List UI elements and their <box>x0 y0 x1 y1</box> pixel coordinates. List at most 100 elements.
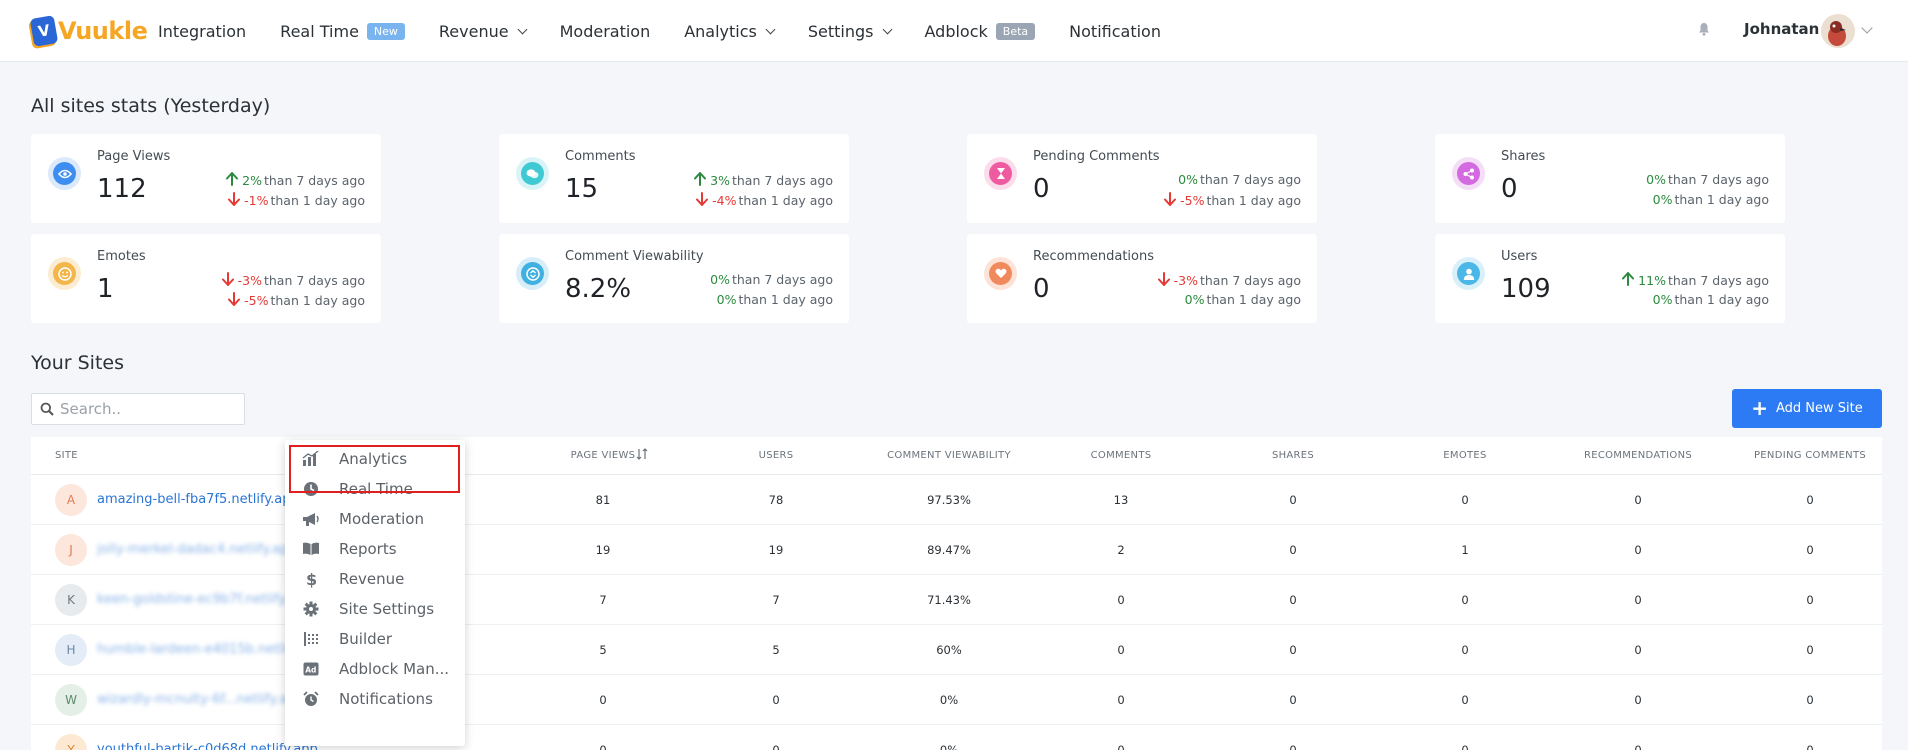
site-search[interactable] <box>31 393 245 425</box>
cell-pending: 0 <box>1806 493 1814 507</box>
menu-item-analytics[interactable]: Analytics <box>285 444 465 474</box>
menu-item-builder[interactable]: Builder <box>285 624 465 654</box>
cell-comments: 0 <box>1117 693 1125 707</box>
nav-item-adblock[interactable]: Adblock Beta <box>925 22 1036 41</box>
search-icon <box>40 402 54 416</box>
column-header-comments[interactable]: COMMENTS <box>1090 450 1152 461</box>
cell-emotes: 1 <box>1461 543 1469 557</box>
cell-comments: 13 <box>1113 493 1129 507</box>
user-menu-chevron-icon[interactable] <box>1861 22 1873 34</box>
cell-viewability: 0% <box>939 693 959 707</box>
cell-shares: 0 <box>1289 743 1297 750</box>
menu-item-site-settings[interactable]: Site Settings <box>285 594 465 624</box>
site-name-link[interactable]: humble-lardeen-e4015b.netlify.app <box>97 642 326 657</box>
trend-percent: -3% <box>237 273 262 288</box>
nav-item-real-time[interactable]: Real Time New <box>280 22 405 41</box>
site-name-link[interactable]: keen-goldstine-ec9b7f.netlify.app <box>97 592 313 607</box>
cell-page-views: 0 <box>599 693 607 707</box>
site-name-link[interactable]: amazing-bell-fba7f5.netlify.app <box>97 492 299 507</box>
column-header-recommendations[interactable]: RECOMMENDATIONS <box>1583 450 1693 461</box>
menu-item-revenue[interactable]: $ Revenue <box>285 564 465 594</box>
column-header-users[interactable]: USERS <box>758 450 794 461</box>
stat-trend: 3% than 7 days ago <box>694 172 833 189</box>
user-avatar[interactable] <box>1821 14 1855 48</box>
dollar-icon: $ <box>302 570 320 588</box>
trend-percent: 0% <box>1652 192 1673 207</box>
sites-title: Your Sites <box>31 352 124 374</box>
trend-text: than 1 day ago <box>738 292 833 307</box>
cell-recommendations: 0 <box>1634 543 1642 557</box>
trend-text: than 1 day ago <box>270 293 365 308</box>
cell-viewability: 60% <box>936 643 962 657</box>
column-header-shares[interactable]: SHARES <box>1271 450 1315 461</box>
arrow-down-icon <box>1157 272 1170 289</box>
nav-item-notification[interactable]: Notification <box>1069 22 1161 41</box>
site-name-link[interactable]: wizardly-mcnulty-6f...netlify.app <box>97 692 304 707</box>
nav-label: Settings <box>807 21 874 41</box>
trend-percent: 0% <box>1652 292 1673 307</box>
stat-card-emotes: Emotes 1 -3% than 7 days ago -5% than 1 day a… <box>31 234 381 323</box>
cell-comments: 2 <box>1117 543 1125 557</box>
menu-item-label: Site Settings <box>339 600 435 618</box>
nav-badge: New <box>366 22 405 40</box>
site-name-link[interactable]: jolly-merkel-dadac4.netlify.app <box>97 542 297 557</box>
cell-pending: 0 <box>1806 743 1814 750</box>
stat-value: 1 <box>97 274 114 304</box>
nav-badge: Beta <box>995 22 1036 40</box>
arrow-down-icon <box>221 272 234 289</box>
sort-icon[interactable] <box>636 448 648 463</box>
cell-shares: 0 <box>1289 643 1297 657</box>
column-header-comment-viewability[interactable]: COMMENT VIEWABILITY <box>887 450 1011 461</box>
cell-pending: 0 <box>1806 643 1814 657</box>
site-name-link[interactable]: youthful-bartik-c0d68d.netlify.app <box>97 742 318 750</box>
stat-card-comments: Comments 15 3% than 7 days ago -4% than 1 day… <box>499 134 849 223</box>
chevron-down-icon <box>765 24 776 34</box>
user-icon <box>1452 257 1485 290</box>
site-avatar: K <box>55 584 87 616</box>
trend-text: than 1 day ago <box>738 193 833 208</box>
stat-trend: 0% than 1 day ago <box>713 292 833 307</box>
column-header-site[interactable]: SITE <box>55 450 78 461</box>
table-header: SITE PAGE VIEWS USERS COMMENT VIEWABILITY CO… <box>31 437 1882 475</box>
nav-item-settings[interactable]: Settings <box>807 21 892 41</box>
hourglass-icon <box>984 157 1017 190</box>
search-input[interactable] <box>60 400 230 418</box>
add-new-site-button[interactable]: + Add New Site <box>1732 389 1882 428</box>
arrow-up-icon <box>1622 272 1635 289</box>
cell-users: 78 <box>768 493 784 507</box>
bell-icon[interactable] <box>1698 22 1710 36</box>
menu-item-reports[interactable]: Reports <box>285 534 465 564</box>
menu-item-adblock-man[interactable]: Ad Adblock Man... <box>285 654 465 684</box>
cell-users: 5 <box>772 643 780 657</box>
stat-label: Comment Viewability <box>565 249 704 264</box>
nav-label: Notification <box>1069 21 1161 41</box>
menu-item-moderation[interactable]: Moderation <box>285 504 465 534</box>
column-header-emotes[interactable]: EMOTES <box>1443 450 1487 461</box>
trend-text: than 1 day ago <box>270 193 365 208</box>
trend-text: than 7 days ago <box>1199 273 1301 288</box>
column-header-page-views[interactable]: PAGE VIEWS <box>570 450 636 461</box>
trend-percent: 0% <box>1184 292 1205 307</box>
nav-item-moderation[interactable]: Moderation <box>560 22 651 41</box>
nav-item-analytics[interactable]: Analytics <box>684 22 776 41</box>
user-name[interactable]: Johnatan <box>1744 20 1820 38</box>
stat-trend: -4% than 1 day ago <box>696 192 833 209</box>
cell-viewability: 89.47% <box>927 543 971 557</box>
vuukle-logo[interactable]: V Vuukle <box>29 13 148 49</box>
column-header-pending-comments[interactable]: PENDING COMMENTS <box>1753 450 1867 461</box>
menu-item-notifications[interactable]: Notifications <box>285 684 465 714</box>
nav-item-integration[interactable]: Integration <box>158 22 246 41</box>
nav-label: Integration <box>158 21 247 41</box>
svg-text:Ad: Ad <box>305 665 316 674</box>
cell-page-views: 81 <box>595 493 611 507</box>
stat-label: Users <box>1501 249 1538 264</box>
nav-item-revenue[interactable]: Revenue <box>439 22 528 41</box>
chevron-down-icon <box>517 24 528 34</box>
megaphone-icon <box>302 510 320 528</box>
